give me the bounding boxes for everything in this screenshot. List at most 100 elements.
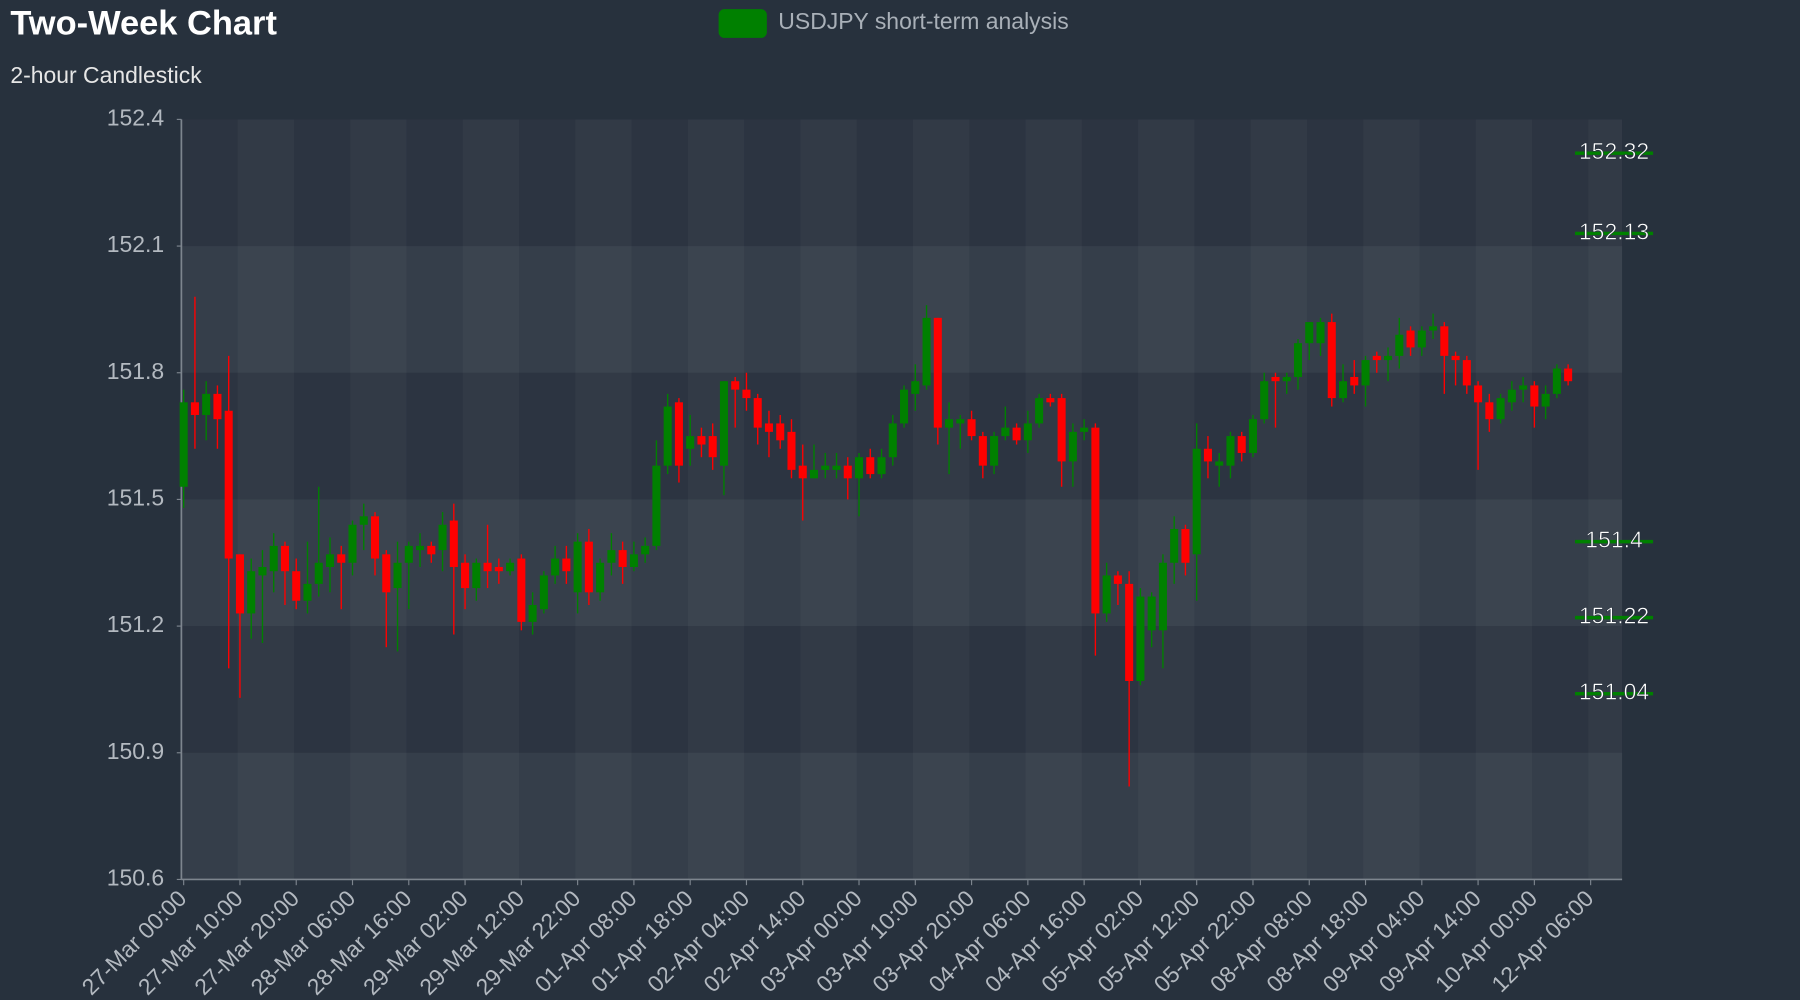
candle-body xyxy=(1203,448,1212,462)
candle-body xyxy=(1125,583,1134,681)
candle-body xyxy=(1046,398,1055,403)
candle-body xyxy=(404,545,413,563)
candle-body xyxy=(247,571,256,614)
plot-bands xyxy=(181,119,1623,880)
candle-body xyxy=(1248,419,1257,453)
column-band xyxy=(1251,119,1307,879)
y-tick-label: 151.2 xyxy=(107,611,164,637)
candle-body xyxy=(708,436,717,458)
candle-body xyxy=(562,558,571,572)
candle-body xyxy=(821,465,830,470)
candle-body xyxy=(190,402,199,415)
candle-body xyxy=(877,457,886,475)
candle-body xyxy=(1215,461,1224,466)
candle-body xyxy=(900,389,909,424)
candle-body xyxy=(843,465,852,479)
candle-body xyxy=(832,465,841,470)
candle-body xyxy=(416,545,425,551)
candle-body xyxy=(1260,381,1269,420)
candle-body xyxy=(776,423,785,441)
y-tick-label: 151.8 xyxy=(107,358,164,384)
candle-body xyxy=(607,550,616,563)
candle-body xyxy=(686,436,695,449)
column-band xyxy=(350,119,406,879)
candle-body xyxy=(978,436,987,466)
candle-body xyxy=(1012,427,1021,441)
candle-body xyxy=(1158,562,1167,631)
candle-body xyxy=(337,554,346,563)
candle-body xyxy=(798,465,807,479)
candle-body xyxy=(1136,596,1145,681)
plot-area xyxy=(181,119,1623,880)
column-band xyxy=(1476,119,1532,879)
candle-body xyxy=(1338,381,1348,399)
candle-body xyxy=(1068,431,1077,462)
candle-body xyxy=(1316,322,1325,344)
candle-body xyxy=(629,554,638,567)
candle-body xyxy=(1035,398,1044,424)
candle-body xyxy=(179,402,188,487)
candle-body xyxy=(1429,326,1438,331)
level-label: 152.32 xyxy=(1579,138,1649,164)
column-band xyxy=(1363,119,1419,879)
candle-body xyxy=(371,516,380,559)
candle-body xyxy=(1023,423,1032,441)
candle-body xyxy=(528,604,537,622)
candle-body xyxy=(787,431,796,470)
candle-body xyxy=(292,571,301,601)
candle-body xyxy=(956,419,965,424)
level-label: 151.4 xyxy=(1585,527,1643,553)
candle-body xyxy=(1519,385,1528,390)
candle-body xyxy=(1350,376,1359,386)
candle-body xyxy=(1530,385,1539,407)
candle-body xyxy=(438,524,447,551)
candle-body xyxy=(1327,322,1336,399)
candle-body xyxy=(539,575,548,610)
candle-body xyxy=(483,562,492,572)
candle-body xyxy=(314,562,323,584)
grid-band xyxy=(181,626,1623,753)
candle-body xyxy=(303,583,312,601)
candle-body xyxy=(1361,360,1370,386)
candle-body xyxy=(1406,330,1415,348)
chart-subtitle: 2-hour Candlestick xyxy=(10,62,202,88)
candle-body xyxy=(652,465,661,546)
candle-body xyxy=(809,469,819,479)
level-label: 151.04 xyxy=(1579,679,1649,705)
candle-body xyxy=(1293,343,1303,377)
candle-body xyxy=(1440,326,1449,356)
candle-body xyxy=(1271,376,1280,382)
candle-body xyxy=(1001,427,1010,437)
candle-body xyxy=(866,457,875,475)
candle-body xyxy=(382,554,391,593)
column-band xyxy=(575,119,631,879)
candle-body xyxy=(213,393,222,420)
grid-band xyxy=(181,119,1623,247)
candle-body xyxy=(1237,436,1246,453)
candle-body xyxy=(269,545,278,572)
candle-body xyxy=(1496,398,1505,420)
y-tick-label: 150.6 xyxy=(107,865,164,891)
candle-body xyxy=(584,541,593,593)
candle-body xyxy=(235,554,244,614)
level-label: 152.13 xyxy=(1579,218,1649,244)
candle-body xyxy=(1113,575,1122,584)
y-tick-label: 152.4 xyxy=(107,104,165,130)
candle-body xyxy=(1305,322,1314,344)
candle-body xyxy=(393,562,402,589)
candle-body xyxy=(911,381,920,394)
candle-body xyxy=(753,398,762,428)
column-band xyxy=(688,119,744,879)
candle-body xyxy=(1552,368,1561,394)
candle-body xyxy=(224,410,233,559)
legend-label: USDJPY short-term analysis xyxy=(778,8,1068,34)
candle-body xyxy=(551,558,560,576)
candle-body xyxy=(359,516,368,525)
candle-body xyxy=(1384,355,1393,361)
candle-body xyxy=(1091,427,1100,614)
candle-body xyxy=(517,558,526,622)
candle-body xyxy=(990,436,999,466)
candle-body xyxy=(1417,330,1426,348)
candle-body xyxy=(1564,368,1573,382)
